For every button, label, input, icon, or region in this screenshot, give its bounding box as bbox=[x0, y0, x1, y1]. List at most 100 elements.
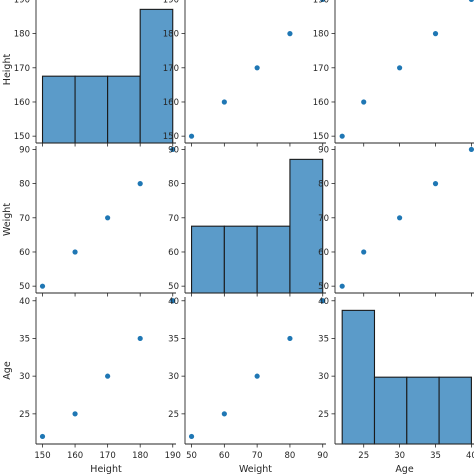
y-tick-label: 190 bbox=[313, 0, 329, 5]
x-tick-label: 40 bbox=[466, 451, 474, 461]
hist-bar-age bbox=[373, 376, 408, 445]
y-tick-label: 60 bbox=[318, 248, 329, 258]
y-tick-label: 25 bbox=[318, 410, 329, 420]
panel-weight-vs-age bbox=[334, 146, 474, 294]
hist-bar-age bbox=[341, 309, 376, 445]
x-tick-label: 170 bbox=[100, 451, 116, 461]
y-tick-label: 35 bbox=[168, 334, 179, 344]
x-tick-label: 60 bbox=[219, 451, 230, 461]
y-tick-label: 35 bbox=[318, 334, 329, 344]
scatter-point bbox=[137, 181, 143, 187]
x-tick-label: 35 bbox=[430, 451, 441, 461]
hist-bar-age bbox=[406, 376, 440, 445]
y-tick-label: 90 bbox=[19, 145, 30, 155]
y-tick-label: 60 bbox=[19, 248, 30, 258]
panel-weight-vs-weight bbox=[184, 146, 326, 294]
hist-bar-weight bbox=[256, 225, 291, 294]
scatter-point bbox=[361, 249, 367, 255]
y-tick-label: 90 bbox=[168, 145, 179, 155]
y-tick-label: 50 bbox=[168, 282, 179, 292]
y-tick-label: 170 bbox=[14, 64, 30, 74]
x-axis-label-age: Age bbox=[395, 464, 414, 474]
panel-weight-vs-height bbox=[35, 146, 176, 294]
y-tick-label: 30 bbox=[19, 372, 30, 382]
y-tick-label: 160 bbox=[313, 98, 329, 108]
y-tick-label: 190 bbox=[14, 0, 30, 5]
y-tick-label: 180 bbox=[163, 30, 179, 40]
y-tick-label: 150 bbox=[14, 132, 30, 142]
scatter-point bbox=[432, 31, 439, 37]
scatter-point bbox=[468, 146, 474, 153]
hist-bar-height bbox=[107, 75, 141, 144]
y-tick-label: 70 bbox=[168, 214, 179, 224]
x-tick-label: 190 bbox=[165, 451, 181, 461]
x-tick-label: 160 bbox=[67, 451, 83, 461]
scatter-point bbox=[188, 133, 195, 139]
y-tick-label: 50 bbox=[318, 282, 329, 292]
x-tick-label: 150 bbox=[34, 451, 50, 461]
y-tick-label: 40 bbox=[19, 297, 30, 307]
panel-height-vs-height bbox=[35, 0, 176, 144]
y-tick-label: 90 bbox=[318, 145, 329, 155]
y-axis-label-weight: Weight bbox=[2, 203, 13, 236]
y-tick-label: 180 bbox=[313, 30, 329, 40]
scatter-point bbox=[468, 0, 474, 3]
hist-bar-height bbox=[139, 8, 174, 144]
scatter-point bbox=[287, 31, 293, 37]
y-tick-label: 170 bbox=[313, 64, 329, 74]
scatter-point bbox=[72, 411, 78, 417]
scatter-point bbox=[432, 181, 439, 187]
y-tick-label: 80 bbox=[318, 180, 329, 190]
panel-age-vs-weight bbox=[184, 297, 326, 445]
y-tick-label: 160 bbox=[163, 98, 179, 108]
hist-bar-weight bbox=[223, 225, 258, 294]
scatter-point bbox=[221, 99, 227, 105]
scatter-point bbox=[39, 433, 46, 440]
y-tick-label: 150 bbox=[313, 132, 329, 142]
y-tick-label: 40 bbox=[168, 297, 179, 307]
y-tick-label: 70 bbox=[19, 214, 30, 224]
scatter-point bbox=[254, 373, 260, 379]
y-tick-label: 40 bbox=[318, 297, 329, 307]
y-tick-label: 80 bbox=[168, 180, 179, 190]
x-tick-label: 70 bbox=[252, 451, 263, 461]
y-tick-label: 70 bbox=[318, 214, 329, 224]
panel-age-vs-height bbox=[35, 297, 176, 445]
scatter-point bbox=[137, 335, 143, 342]
y-tick-label: 180 bbox=[14, 30, 30, 40]
x-tick-label: 25 bbox=[358, 451, 369, 461]
y-tick-label: 160 bbox=[14, 98, 30, 108]
y-tick-label: 190 bbox=[163, 0, 179, 5]
scatter-point bbox=[320, 298, 326, 304]
scatter-point bbox=[39, 283, 46, 289]
panel-age-vs-age bbox=[334, 297, 474, 445]
scatter-point bbox=[170, 146, 176, 153]
scatter-point bbox=[72, 249, 78, 255]
x-tick-label: 180 bbox=[132, 451, 148, 461]
x-tick-label: 90 bbox=[317, 451, 328, 461]
scatter-point bbox=[287, 335, 293, 342]
y-tick-label: 80 bbox=[19, 180, 30, 190]
scatter-point bbox=[397, 215, 403, 221]
y-axis-label-age: Age bbox=[2, 361, 13, 380]
panel-height-vs-weight bbox=[184, 0, 326, 144]
scatter-point bbox=[254, 65, 260, 71]
hist-bar-weight bbox=[191, 225, 225, 294]
x-tick-label: 30 bbox=[394, 451, 405, 461]
scatter-point bbox=[361, 99, 367, 105]
y-tick-label: 25 bbox=[168, 410, 179, 420]
y-tick-label: 50 bbox=[19, 282, 30, 292]
y-tick-label: 30 bbox=[168, 372, 179, 382]
hist-bar-height bbox=[41, 75, 76, 144]
scatter-point bbox=[339, 133, 345, 139]
scatter-point bbox=[188, 433, 195, 440]
scatter-point bbox=[397, 65, 403, 71]
y-tick-label: 60 bbox=[168, 248, 179, 258]
y-tick-label: 30 bbox=[318, 372, 329, 382]
x-tick-label: 80 bbox=[285, 451, 296, 461]
y-tick-label: 150 bbox=[163, 132, 179, 142]
scatter-point bbox=[105, 373, 111, 379]
scatter-point bbox=[320, 0, 326, 3]
x-tick-label: 50 bbox=[186, 451, 197, 461]
